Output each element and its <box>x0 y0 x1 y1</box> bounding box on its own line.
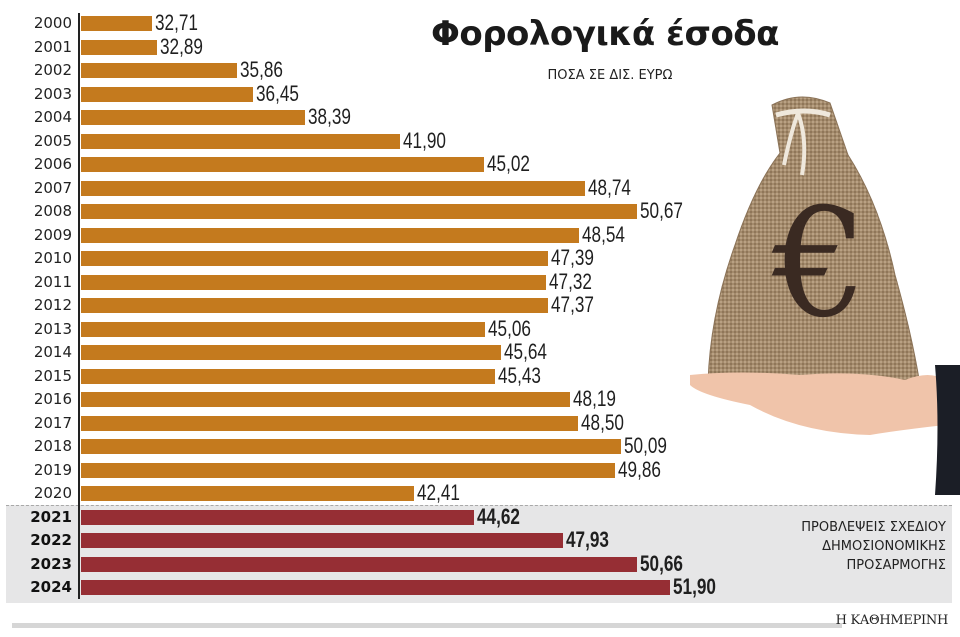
year-label: 2012 <box>33 296 72 314</box>
year-label: 2000 <box>33 14 72 32</box>
forecast-note-line-2: ΔΗΜΟΣΙΟΝΟΜΙΚΗΣ <box>822 539 946 554</box>
actual-bar <box>81 368 496 384</box>
year-label: 2009 <box>33 225 72 244</box>
footer-rule <box>12 623 842 628</box>
forecast-annotation: ΠΡΟΒΛΕΨΕΙΣ ΣΧΕΔΙΟΥ ΔΗΜΟΣΙΟΝΟΜΙΚΗΣ ΠΡΟΣΑΡ… <box>801 518 946 575</box>
publisher-brand: Η ΚΑΘΗΜΕΡΙΝΗ <box>835 613 949 628</box>
actual-bar <box>81 486 414 501</box>
actual-bar <box>81 86 253 102</box>
actual-bar <box>81 415 579 431</box>
actual-bar <box>81 345 502 360</box>
value-label: 45,02 <box>487 151 531 176</box>
year-label: 2014 <box>33 343 72 361</box>
actual-bar <box>81 110 306 125</box>
forecast-note-line-1: ΠΡΟΒΛΕΨΕΙΣ ΣΧΕΔΙΟΥ <box>801 520 946 535</box>
value-label: 49,86 <box>618 456 661 482</box>
year-label: 2023 <box>30 554 72 573</box>
actual-bar <box>81 39 157 55</box>
year-label: 2015 <box>33 366 72 385</box>
money-bag-illustration: € <box>690 96 960 495</box>
actual-bar <box>81 274 547 290</box>
chart-subtitle: ΠΟΣΑ ΣΕ ΔΙΣ. ΕΥΡΩ <box>547 68 673 83</box>
value-label: 41,90 <box>403 127 447 153</box>
value-label: 44,62 <box>476 503 520 529</box>
value-label: 45,64 <box>504 339 548 364</box>
actual-bar <box>81 439 622 454</box>
year-label: 2003 <box>33 84 72 103</box>
value-label: 48,54 <box>582 221 626 247</box>
value-label: 48,19 <box>572 386 616 411</box>
euro-icon: € <box>771 177 867 351</box>
actual-bar <box>81 204 637 219</box>
year-label: 2005 <box>33 131 72 150</box>
actual-bar <box>81 251 549 266</box>
value-label: 36,45 <box>255 80 299 106</box>
value-label: 47,37 <box>550 292 594 317</box>
actual-bar <box>81 321 486 337</box>
value-label: 45,43 <box>498 362 542 388</box>
value-label: 47,93 <box>565 527 609 552</box>
actual-bar <box>81 157 485 172</box>
year-label: 2016 <box>33 390 72 408</box>
chart-title: Φορολογικά έσοδα <box>430 14 780 54</box>
year-label: 2019 <box>33 460 72 479</box>
year-label: 2004 <box>33 108 72 126</box>
forecast-bar <box>81 580 671 595</box>
year-label: 2011 <box>33 272 72 291</box>
y-axis-line <box>78 13 80 599</box>
actual-bar <box>81 133 401 149</box>
year-label: 2017 <box>33 413 72 432</box>
value-label: 51,90 <box>673 574 717 599</box>
actual-bar <box>81 298 548 313</box>
year-label: 2002 <box>33 61 72 79</box>
forecast-note-line-3: ΠΡΟΣΑΡΜΟΓΗΣ <box>846 558 946 573</box>
year-label: 2024 <box>30 578 72 596</box>
actual-bar <box>81 462 616 478</box>
value-label: 47,32 <box>549 268 593 294</box>
value-label: 32,89 <box>159 33 203 59</box>
year-label: 2010 <box>33 249 72 267</box>
value-label: 45,06 <box>488 315 532 341</box>
value-label: 42,41 <box>416 480 460 505</box>
value-label: 50,66 <box>639 550 683 576</box>
value-label: 48,74 <box>587 174 631 200</box>
year-label: 2018 <box>33 437 72 455</box>
year-label: 2020 <box>33 484 72 502</box>
value-label: 47,39 <box>551 245 595 270</box>
actual-bar <box>81 16 152 31</box>
value-label: 35,86 <box>240 57 283 82</box>
year-label: 2022 <box>30 531 72 549</box>
year-label: 2013 <box>33 319 72 338</box>
value-label: 50,09 <box>624 433 668 458</box>
year-label: 2006 <box>33 155 72 173</box>
actual-bar <box>81 392 570 407</box>
actual-bar <box>81 227 580 243</box>
actual-bar <box>81 63 238 78</box>
year-label: 2007 <box>33 178 72 197</box>
forecast-bar <box>81 509 474 525</box>
value-label: 32,71 <box>155 10 198 35</box>
year-label: 2021 <box>30 507 72 526</box>
value-label: 38,39 <box>308 104 352 129</box>
value-label: 50,67 <box>639 198 683 223</box>
year-label: 2008 <box>33 202 72 220</box>
year-label: 2001 <box>33 37 72 56</box>
forecast-bar <box>81 556 637 572</box>
value-label: 48,50 <box>581 409 625 435</box>
forecast-bar <box>81 533 563 548</box>
actual-bar <box>81 180 585 196</box>
